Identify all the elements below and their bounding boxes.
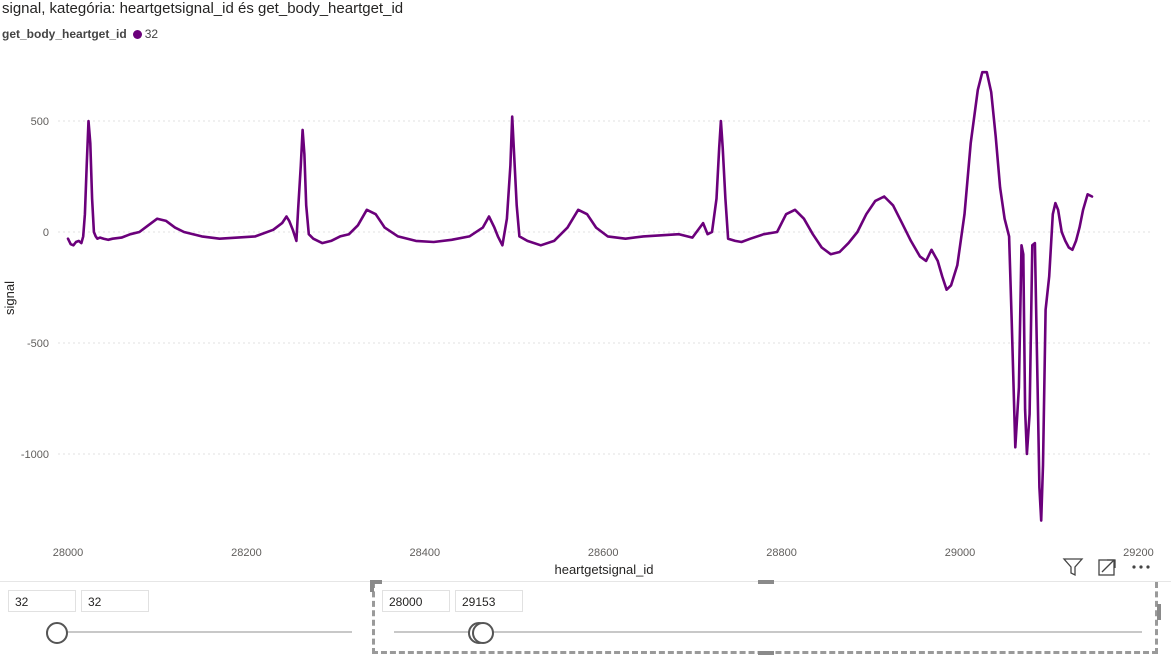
resize-handle[interactable] bbox=[1157, 604, 1161, 620]
slicer-max-input[interactable]: 32 bbox=[81, 590, 149, 612]
slicer-track[interactable] bbox=[394, 631, 1142, 633]
y-tick-label: -500 bbox=[27, 338, 49, 350]
legend-item[interactable]: 32 bbox=[132, 27, 159, 41]
x-tick-label: 28400 bbox=[410, 547, 441, 559]
filter-icon[interactable] bbox=[1062, 556, 1084, 578]
chart-title: signal, kategória: heartgetsignal_id és … bbox=[2, 0, 404, 17]
focus-mode-icon[interactable] bbox=[1096, 556, 1118, 578]
section-divider bbox=[0, 581, 1171, 582]
y-tick-label: -1000 bbox=[21, 449, 49, 461]
legend-item-label: 32 bbox=[144, 27, 159, 41]
legend-title: get_body_heartget_id bbox=[2, 27, 127, 41]
slider-handle-max[interactable] bbox=[472, 622, 494, 644]
series-line-32 bbox=[66, 70, 1094, 522]
slicer-min-input[interactable]: 28000 bbox=[382, 590, 450, 612]
x-tick-label: 29000 bbox=[945, 547, 976, 559]
more-options-icon[interactable] bbox=[1130, 556, 1152, 578]
line-chart: 500 0 -500 -1000 28000 28200 28400 28600 28800 29… bbox=[2, 70, 1154, 577]
slicer-max-input[interactable]: 29153 bbox=[455, 590, 523, 612]
resize-handle[interactable] bbox=[370, 580, 374, 592]
visual-header-icons bbox=[1062, 556, 1152, 578]
x-tick-label: 28200 bbox=[231, 547, 262, 559]
x-tick-label: 28600 bbox=[588, 547, 619, 559]
slicer-min-input[interactable]: 32 bbox=[8, 590, 76, 612]
legend-dot bbox=[132, 29, 142, 39]
resize-handle[interactable] bbox=[370, 580, 382, 584]
resize-handle[interactable] bbox=[758, 651, 774, 655]
legend: get_body_heartget_id 32 bbox=[2, 27, 158, 41]
x-tick-label: 28000 bbox=[53, 547, 84, 559]
resize-handle[interactable] bbox=[758, 580, 774, 584]
x-axis-title: heartgetsignal_id bbox=[554, 562, 653, 577]
y-axis-title: signal bbox=[2, 281, 17, 315]
y-tick-label: 500 bbox=[31, 116, 49, 128]
x-tick-label: 29200 bbox=[1123, 547, 1154, 559]
slicer-track[interactable] bbox=[46, 631, 352, 633]
slider-handle[interactable] bbox=[46, 622, 68, 644]
x-tick-label: 28800 bbox=[766, 547, 797, 559]
y-tick-label: 0 bbox=[43, 227, 49, 239]
